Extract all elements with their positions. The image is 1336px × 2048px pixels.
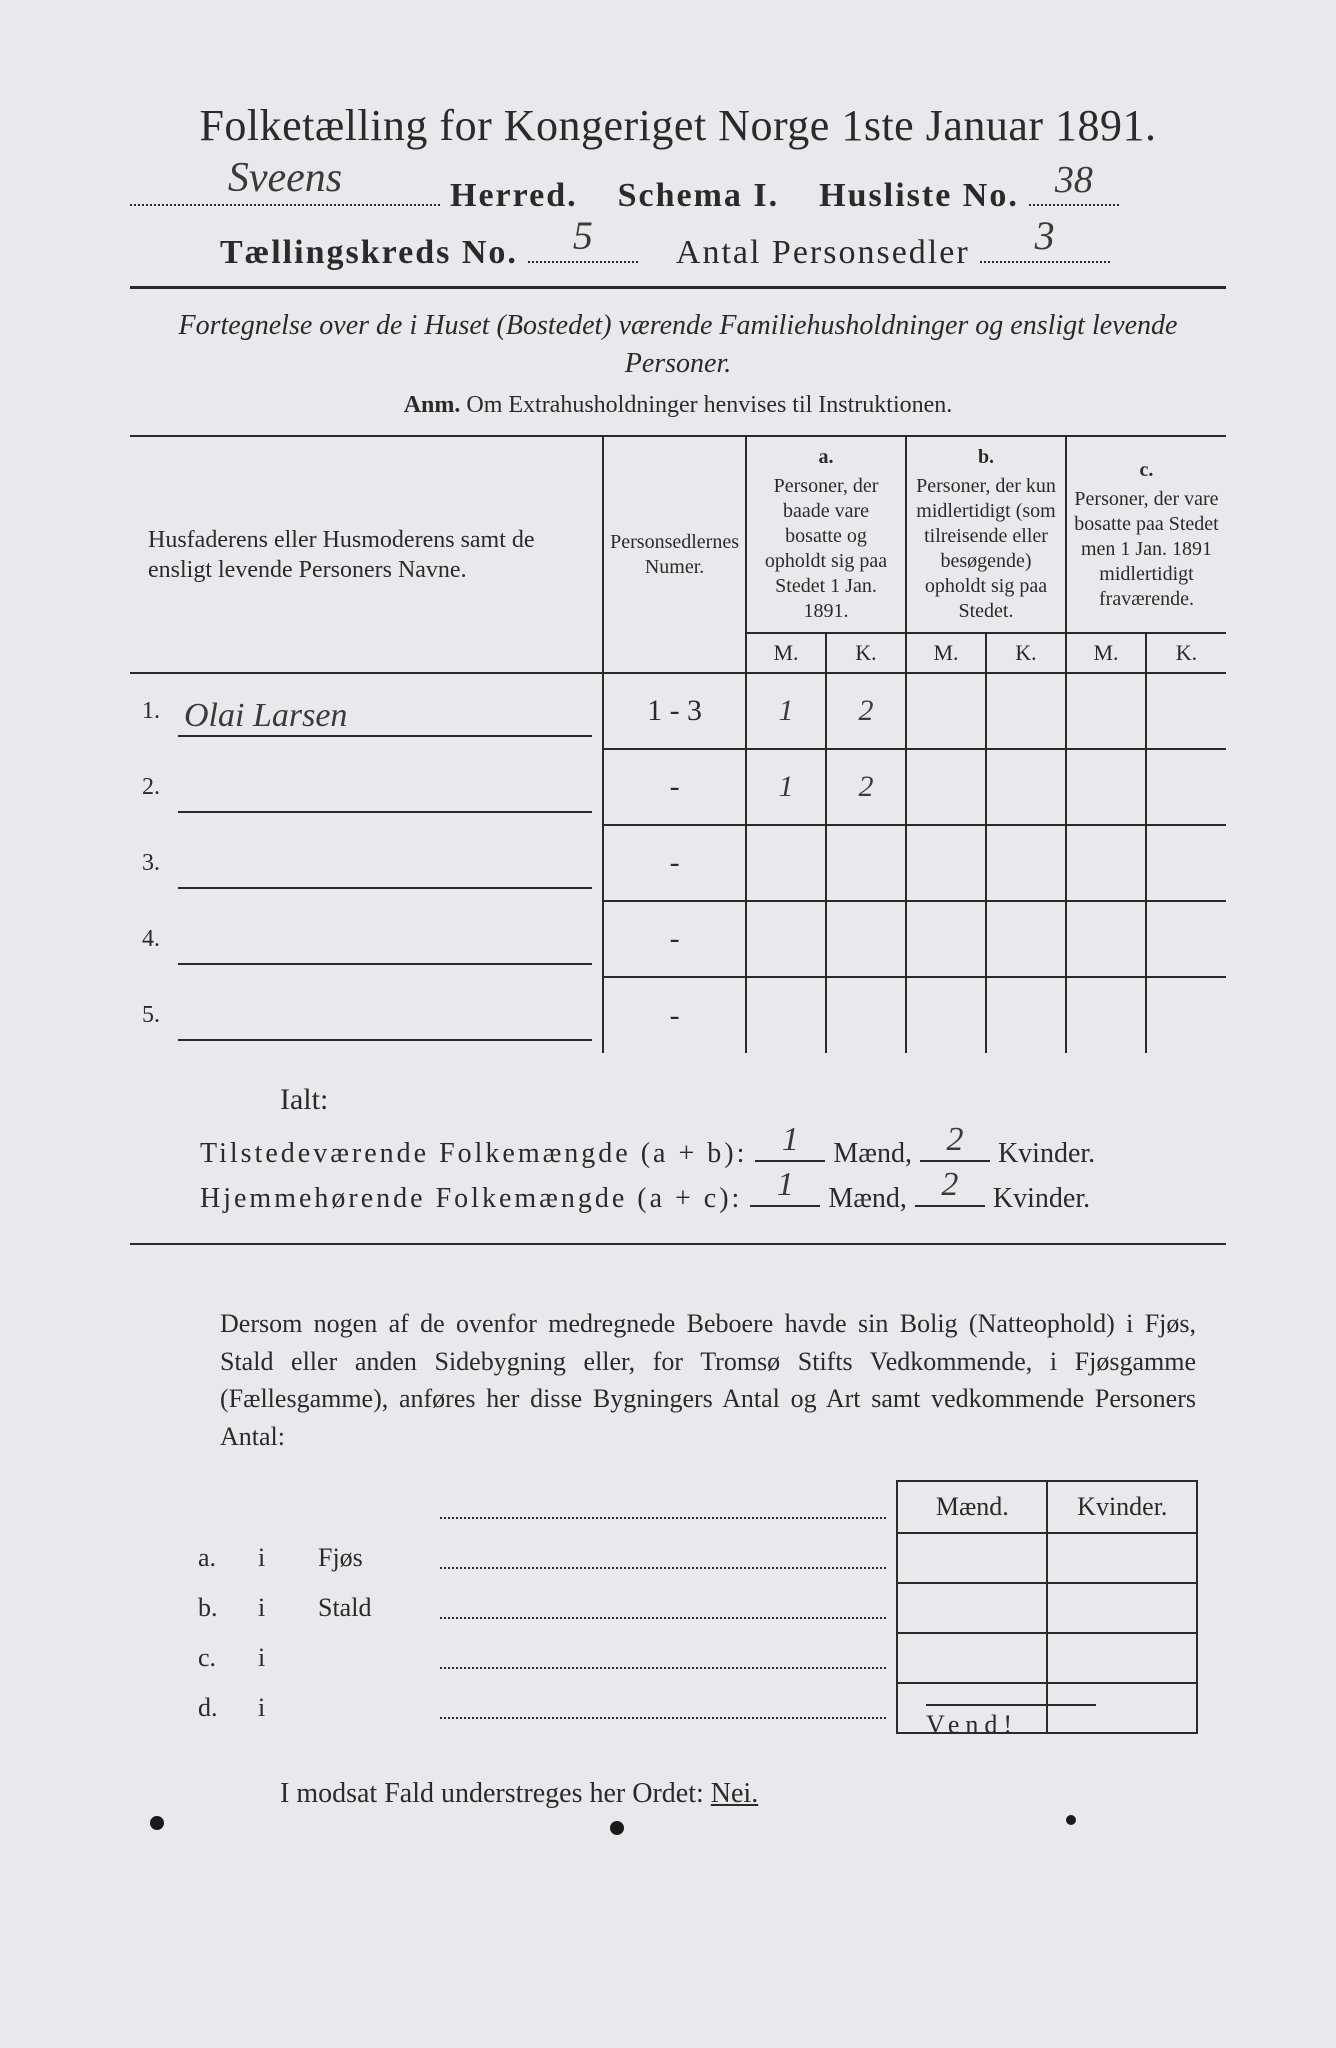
mk-b-k: K. (986, 633, 1066, 673)
mk-c-m: M. (1066, 633, 1146, 673)
sum-line-ac: Hjemmehørende Folkemængde (a + c): 1 Mæn… (200, 1176, 1226, 1215)
table-row: 1.Olai Larsen1 - 312 (130, 673, 1226, 749)
mk-b-m: M. (906, 633, 986, 673)
outbuilding-row: b.iStald (190, 1583, 1197, 1633)
lower-head-m: Mænd. (897, 1481, 1047, 1533)
outbuilding-table: Mænd. Kvinder. a.iFjøsb.iStaldc.id.i (190, 1480, 1198, 1734)
header-line-kreds: Tællingskreds No. 5 Antal Personsedler 3 (220, 225, 1226, 271)
inkdot (610, 1821, 624, 1835)
header-line-herred: Sveens Herred. Schema I. Husliste No. 38 (130, 169, 1226, 215)
sum-ab-m: 1 (755, 1121, 825, 1159)
sum-ac-label: Hjemmehørende Folkemængde (a + c): (200, 1183, 742, 1215)
page-title: Folketælling for Kongeriget Norge 1ste J… (130, 100, 1226, 151)
sum-line-ab: Tilstedeværende Folkemængde (a + b): 1 M… (200, 1131, 1226, 1170)
col-c: c. Personer, der vare bosatte paa Stedet… (1066, 436, 1226, 633)
maend-label: Mænd, (833, 1138, 912, 1170)
ialt-label: Ialt: (280, 1083, 1226, 1117)
antal-handwritten: 3 (980, 212, 1110, 259)
table-row: 3.- (130, 825, 1226, 901)
census-form-page: Folketælling for Kongeriget Norge 1ste J… (130, 100, 1226, 1810)
herred-handwritten: Sveens (130, 154, 440, 202)
inkdot (1066, 1815, 1076, 1825)
sum-ab-k: 2 (920, 1121, 990, 1159)
household-table: Husfaderens eller Husmoderens samt de en… (130, 435, 1226, 1053)
sum-ab-label: Tilstedeværende Folkemængde (a + b): (200, 1138, 747, 1170)
vend-label: Vend! (926, 1704, 1096, 1740)
mk-a-k: K. (826, 633, 906, 673)
mk-c-k: K. (1146, 633, 1226, 673)
kvinder-label: Kvinder. (998, 1138, 1095, 1170)
outbuilding-row: c.i (190, 1633, 1197, 1683)
husliste-no-handwritten: 38 (1029, 158, 1119, 202)
table-row: 4.- (130, 901, 1226, 977)
sum-ac-k: 2 (915, 1166, 985, 1204)
nei-word: Nei. (711, 1778, 758, 1809)
subtitle: Fortegnelse over de i Huset (Bostedet) v… (170, 307, 1186, 383)
husliste-label: Husliste No. (819, 177, 1019, 215)
name-handwritten: Olai Larsen (184, 697, 347, 735)
anm-text: Om Extrahusholdninger henvises til Instr… (466, 392, 952, 418)
kreds-label: Tællingskreds No. (220, 234, 518, 272)
mk-a-m: M. (746, 633, 826, 673)
anm-line: Anm. Om Extrahusholdninger henvises til … (130, 392, 1226, 419)
nei-line: I modsat Fald understreges her Ordet: Ne… (280, 1778, 1226, 1810)
maend-label-2: Mænd, (828, 1183, 907, 1215)
herred-label: Herred. (450, 177, 578, 215)
outbuilding-paragraph: Dersom nogen af de ovenfor medregnede Be… (220, 1305, 1196, 1456)
table-row: 2.-12 (130, 749, 1226, 825)
anm-prefix: Anm. (404, 392, 461, 418)
divider (130, 286, 1226, 289)
lower-head-k: Kvinder. (1047, 1481, 1197, 1533)
schema-label: Schema I. (618, 177, 780, 215)
inkdot (150, 1816, 164, 1830)
sum-ac-m: 1 (750, 1166, 820, 1204)
table-row: 5.- (130, 977, 1226, 1053)
kreds-no-handwritten: 5 (528, 212, 638, 259)
kvinder-label-2: Kvinder. (993, 1183, 1090, 1215)
col-sedler: Personsedlernes Numer. (603, 436, 746, 673)
antal-label: Antal Personsedler (676, 234, 970, 272)
col-a: a. Personer, der baade vare bosatte og o… (746, 436, 906, 633)
divider-2 (130, 1243, 1226, 1245)
outbuilding-row: a.iFjøs (190, 1533, 1197, 1583)
col-b: b. Personer, der kun midlertidigt (som t… (906, 436, 1066, 633)
col-names: Husfaderens eller Husmoderens samt de en… (130, 436, 603, 673)
